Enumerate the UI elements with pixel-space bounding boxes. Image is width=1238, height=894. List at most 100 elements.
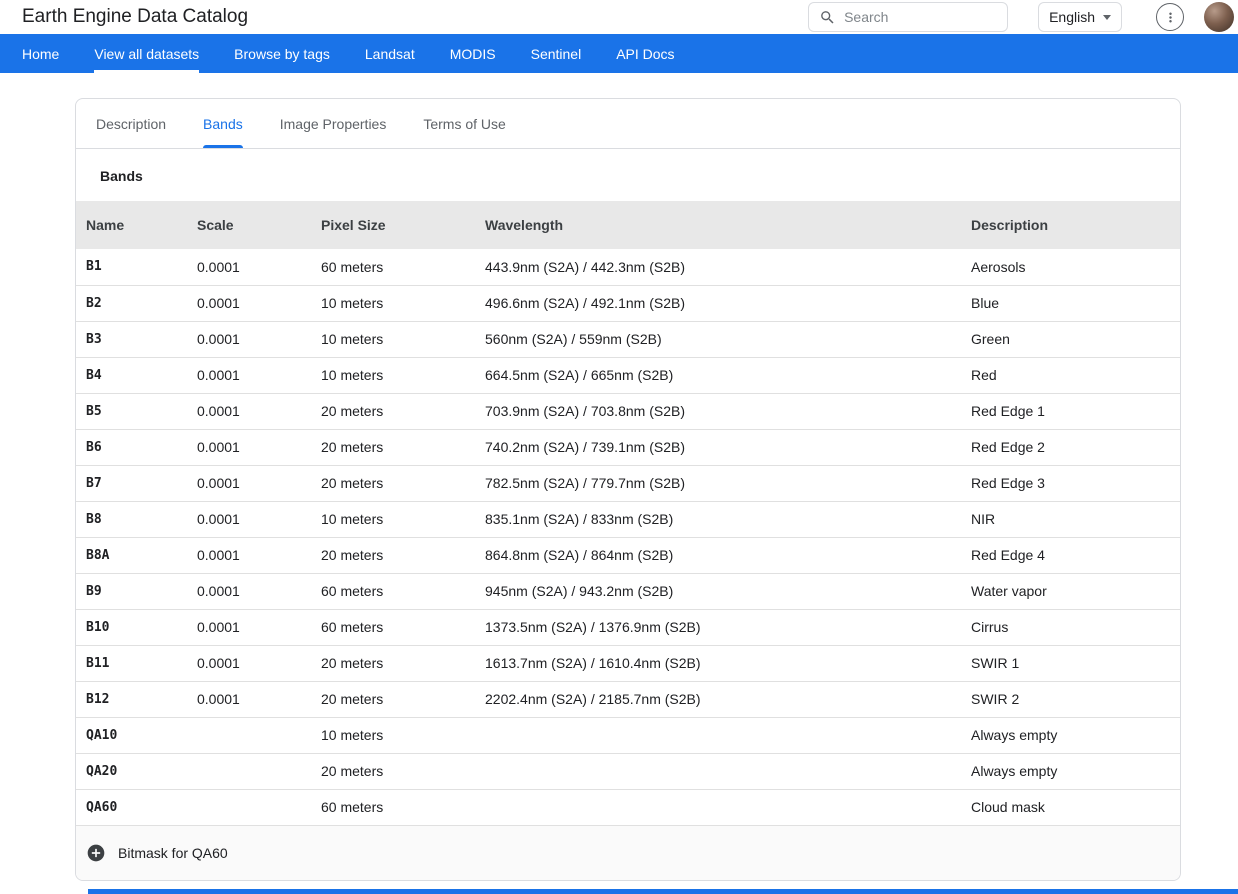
cell-wavelength: 864.8nm (S2A) / 864nm (S2B) bbox=[475, 537, 961, 574]
cell-wavelength bbox=[475, 789, 961, 826]
dataset-card: Description Bands Image Properties Terms of… bbox=[75, 98, 1181, 881]
cell-scale: 0.0001 bbox=[187, 321, 311, 358]
column-header-scale: Scale bbox=[187, 201, 311, 249]
nav-item-browse-by-tags[interactable]: Browse by tags bbox=[234, 45, 330, 62]
table-row: B8A 0.0001 20 meters 864.8nm (S2A) / 864nm … bbox=[76, 537, 1180, 574]
cell-pixel-size: 60 meters bbox=[311, 609, 475, 646]
cell-description: Blue bbox=[961, 285, 1180, 322]
main-nav: Home View all datasets Browse by tags Lands… bbox=[0, 34, 1238, 73]
table-row: QA10 10 meters Always empty bbox=[76, 717, 1180, 754]
column-header-name: Name bbox=[76, 201, 187, 249]
table-row: B6 0.0001 20 meters 740.2nm (S2A) / 739.1nm… bbox=[76, 429, 1180, 466]
language-label: English bbox=[1049, 9, 1095, 25]
cell-name: B8A bbox=[76, 537, 187, 574]
cell-description: Green bbox=[961, 321, 1180, 358]
cell-name: QA20 bbox=[76, 753, 187, 790]
nav-item-sentinel[interactable]: Sentinel bbox=[530, 45, 582, 62]
tab-image-properties[interactable]: Image Properties bbox=[279, 115, 387, 132]
column-header-wavelength: Wavelength bbox=[475, 201, 961, 249]
cell-wavelength: 443.9nm (S2A) / 442.3nm (S2B) bbox=[475, 249, 961, 286]
cell-wavelength: 703.9nm (S2A) / 703.8nm (S2B) bbox=[475, 393, 961, 430]
cell-description: Red Edge 3 bbox=[961, 465, 1180, 502]
bitmask-expander[interactable]: Bitmask for QA60 bbox=[76, 825, 1180, 880]
nav-item-home[interactable]: Home bbox=[22, 45, 60, 62]
chevron-down-icon bbox=[1103, 14, 1111, 20]
tab-terms-of-use[interactable]: Terms of Use bbox=[423, 115, 506, 132]
cell-pixel-size: 20 meters bbox=[311, 465, 475, 502]
cell-pixel-size: 60 meters bbox=[311, 789, 475, 826]
table-row: B11 0.0001 20 meters 1613.7nm (S2A) / 1610.… bbox=[76, 645, 1180, 682]
cell-name: B5 bbox=[76, 393, 187, 430]
cell-wavelength: 1373.5nm (S2A) / 1376.9nm (S2B) bbox=[475, 609, 961, 646]
cell-name: B10 bbox=[76, 609, 187, 646]
table-row: B9 0.0001 60 meters 945nm (S2A) / 943.2nm (… bbox=[76, 573, 1180, 610]
cell-wavelength: 664.5nm (S2A) / 665nm (S2B) bbox=[475, 357, 961, 394]
cell-name: B4 bbox=[76, 357, 187, 394]
search-box[interactable] bbox=[808, 2, 1009, 32]
nav-item-modis[interactable]: MODIS bbox=[449, 45, 496, 62]
nav-item-landsat[interactable]: Landsat bbox=[364, 45, 415, 62]
cell-name: B1 bbox=[76, 249, 187, 286]
tab-bands[interactable]: Bands bbox=[203, 99, 243, 148]
cell-description: Red Edge 1 bbox=[961, 393, 1180, 430]
cell-pixel-size: 10 meters bbox=[311, 357, 475, 394]
search-input[interactable] bbox=[844, 9, 998, 25]
cell-name: B7 bbox=[76, 465, 187, 502]
page-title: Earth Engine Data Catalog bbox=[22, 6, 249, 27]
cell-description: Always empty bbox=[961, 753, 1180, 790]
cell-pixel-size: 20 meters bbox=[311, 645, 475, 682]
table-row: B12 0.0001 20 meters 2202.4nm (S2A) / 2185.… bbox=[76, 681, 1180, 718]
avatar[interactable] bbox=[1204, 2, 1234, 32]
cell-pixel-size: 10 meters bbox=[311, 501, 475, 538]
column-header-pixel-size: Pixel Size bbox=[311, 201, 475, 249]
more-options-button[interactable] bbox=[1156, 3, 1184, 31]
nav-item-api-docs[interactable]: API Docs bbox=[616, 45, 675, 62]
cell-scale: 0.0001 bbox=[187, 573, 311, 610]
cell-scale: 0.0001 bbox=[187, 393, 311, 430]
cell-pixel-size: 20 meters bbox=[311, 681, 475, 718]
cell-description: Aerosols bbox=[961, 249, 1180, 286]
cell-scale bbox=[187, 753, 311, 790]
cell-description: Water vapor bbox=[961, 573, 1180, 610]
cell-pixel-size: 60 meters bbox=[311, 249, 475, 286]
cell-scale: 0.0001 bbox=[187, 249, 311, 286]
table-row: B1 0.0001 60 meters 443.9nm (S2A) / 442.3nm… bbox=[76, 249, 1180, 286]
cell-name: B11 bbox=[76, 645, 187, 682]
cell-description: Cloud mask bbox=[961, 789, 1180, 826]
expand-plus-icon bbox=[86, 843, 106, 863]
cell-name: B8 bbox=[76, 501, 187, 538]
cell-wavelength: 1613.7nm (S2A) / 1610.4nm (S2B) bbox=[475, 645, 961, 682]
cell-wavelength bbox=[475, 717, 961, 754]
cell-wavelength: 496.6nm (S2A) / 492.1nm (S2B) bbox=[475, 285, 961, 322]
table-row: B4 0.0001 10 meters 664.5nm (S2A) / 665nm (… bbox=[76, 357, 1180, 394]
cell-pixel-size: 20 meters bbox=[311, 429, 475, 466]
cell-description: Cirrus bbox=[961, 609, 1180, 646]
column-header-description: Description bbox=[961, 201, 1180, 249]
tab-description[interactable]: Description bbox=[96, 115, 167, 132]
search-icon bbox=[819, 9, 836, 26]
cell-wavelength: 945nm (S2A) / 943.2nm (S2B) bbox=[475, 573, 961, 610]
cell-pixel-size: 10 meters bbox=[311, 321, 475, 358]
cell-wavelength: 2202.4nm (S2A) / 2185.7nm (S2B) bbox=[475, 681, 961, 718]
cell-description: Red bbox=[961, 357, 1180, 394]
cell-scale: 0.0001 bbox=[187, 465, 311, 502]
cell-wavelength: 782.5nm (S2A) / 779.7nm (S2B) bbox=[475, 465, 961, 502]
nav-item-view-all-datasets[interactable]: View all datasets bbox=[94, 34, 199, 73]
footer-strip bbox=[88, 889, 1238, 894]
cell-scale: 0.0001 bbox=[187, 357, 311, 394]
cell-pixel-size: 60 meters bbox=[311, 573, 475, 610]
table-row: B2 0.0001 10 meters 496.6nm (S2A) / 492.1nm… bbox=[76, 285, 1180, 322]
cell-scale: 0.0001 bbox=[187, 681, 311, 718]
cell-description: NIR bbox=[961, 501, 1180, 538]
cell-pixel-size: 10 meters bbox=[311, 717, 475, 754]
language-selector[interactable]: English bbox=[1038, 2, 1122, 32]
more-vert-icon bbox=[1163, 10, 1178, 25]
cell-description: Always empty bbox=[961, 717, 1180, 754]
cell-description: SWIR 1 bbox=[961, 645, 1180, 682]
table-row: B3 0.0001 10 meters 560nm (S2A) / 559nm (S2… bbox=[76, 321, 1180, 358]
table-row: B5 0.0001 20 meters 703.9nm (S2A) / 703.8nm… bbox=[76, 393, 1180, 430]
cell-name: B2 bbox=[76, 285, 187, 322]
bands-table: Name Scale Pixel Size Wavelength Description… bbox=[76, 201, 1180, 826]
cell-scale bbox=[187, 717, 311, 754]
cell-name: B3 bbox=[76, 321, 187, 358]
